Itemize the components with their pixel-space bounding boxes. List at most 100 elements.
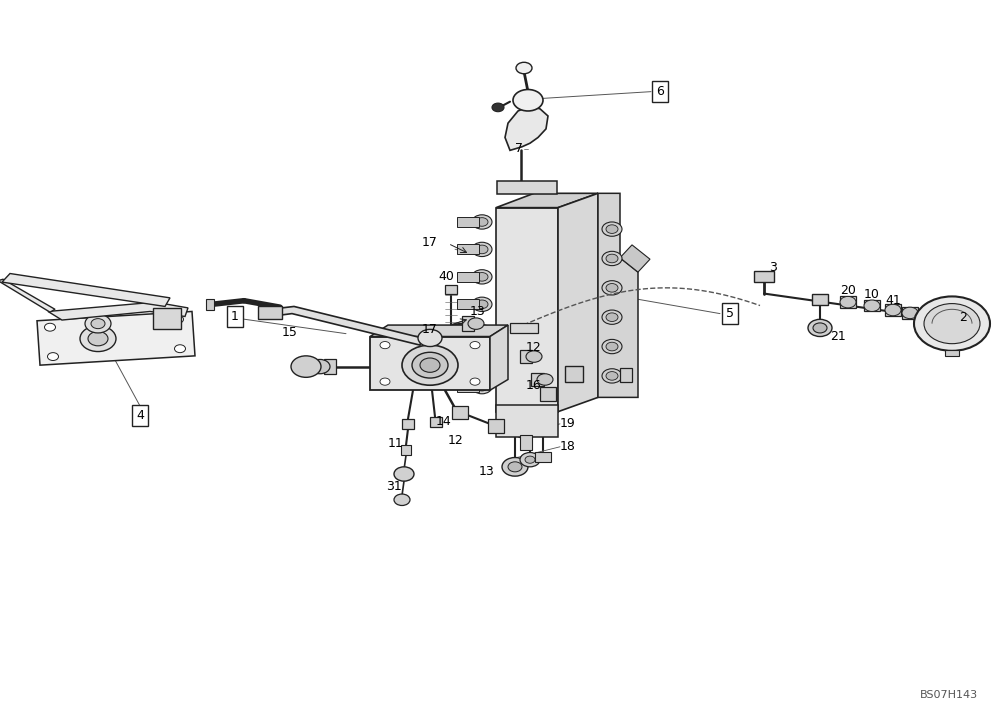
Bar <box>902 307 918 319</box>
Bar <box>488 419 504 433</box>
Circle shape <box>602 369 622 383</box>
Circle shape <box>380 342 390 349</box>
Circle shape <box>606 372 618 380</box>
Circle shape <box>44 324 56 332</box>
Circle shape <box>606 284 618 292</box>
Text: 6: 6 <box>656 85 664 98</box>
Text: 11: 11 <box>388 437 404 450</box>
Text: 3: 3 <box>769 261 777 274</box>
Bar <box>153 308 181 329</box>
Circle shape <box>48 353 58 361</box>
Text: 2: 2 <box>959 311 967 324</box>
Bar <box>462 316 474 331</box>
Bar <box>457 217 479 227</box>
Bar <box>531 373 544 386</box>
Circle shape <box>476 300 488 309</box>
Circle shape <box>840 296 856 308</box>
Circle shape <box>606 254 618 263</box>
Circle shape <box>412 352 448 378</box>
Circle shape <box>525 456 535 463</box>
Text: 4: 4 <box>136 409 144 422</box>
Circle shape <box>91 319 105 329</box>
Polygon shape <box>598 193 638 397</box>
Circle shape <box>394 467 414 481</box>
Circle shape <box>175 345 186 353</box>
Circle shape <box>602 251 622 266</box>
Polygon shape <box>0 279 55 312</box>
Circle shape <box>902 307 918 319</box>
Polygon shape <box>370 325 508 337</box>
Text: 41: 41 <box>885 294 901 307</box>
Circle shape <box>173 315 184 324</box>
Text: 17: 17 <box>422 323 438 336</box>
Circle shape <box>472 379 492 394</box>
Circle shape <box>864 300 880 311</box>
Bar <box>497 181 557 194</box>
Circle shape <box>394 494 410 505</box>
Circle shape <box>420 358 440 372</box>
Text: 13: 13 <box>479 465 495 478</box>
Bar <box>457 299 479 309</box>
Text: BS07H143: BS07H143 <box>920 690 978 700</box>
Polygon shape <box>496 193 598 208</box>
Circle shape <box>472 324 492 339</box>
Bar <box>510 323 538 333</box>
Circle shape <box>602 339 622 354</box>
Text: 12: 12 <box>526 341 542 354</box>
Polygon shape <box>48 302 188 320</box>
Circle shape <box>513 90 543 111</box>
Bar <box>430 417 442 427</box>
Text: 10: 10 <box>864 289 880 301</box>
Circle shape <box>472 352 492 367</box>
Bar <box>520 350 532 363</box>
Bar <box>885 304 901 316</box>
Circle shape <box>80 326 116 352</box>
Circle shape <box>502 458 528 476</box>
Polygon shape <box>558 193 598 412</box>
Bar <box>452 406 468 419</box>
Circle shape <box>380 378 390 385</box>
Bar <box>535 452 551 462</box>
Bar <box>457 382 479 392</box>
Circle shape <box>470 342 480 349</box>
Bar <box>324 359 336 374</box>
Circle shape <box>472 297 492 311</box>
Text: 14: 14 <box>436 415 452 427</box>
Circle shape <box>476 382 488 391</box>
Circle shape <box>468 318 484 329</box>
Bar <box>457 244 479 254</box>
Polygon shape <box>370 337 490 390</box>
Bar <box>945 350 959 356</box>
Circle shape <box>602 281 622 295</box>
Polygon shape <box>496 208 558 412</box>
Circle shape <box>508 462 522 472</box>
Text: 15: 15 <box>282 326 298 339</box>
Bar <box>401 445 411 455</box>
Circle shape <box>310 359 330 374</box>
Bar <box>754 271 774 282</box>
Text: 1: 1 <box>231 310 239 323</box>
Circle shape <box>472 270 492 284</box>
Text: 40: 40 <box>438 270 454 283</box>
Bar <box>206 299 214 310</box>
Bar <box>565 366 583 382</box>
Text: 5: 5 <box>726 307 734 320</box>
Text: 12: 12 <box>448 434 464 447</box>
Text: 7: 7 <box>515 142 523 155</box>
Circle shape <box>402 345 458 385</box>
Circle shape <box>476 245 488 253</box>
Text: 17: 17 <box>422 236 438 248</box>
Text: 20: 20 <box>840 284 856 297</box>
Circle shape <box>808 319 832 337</box>
Circle shape <box>492 103 504 112</box>
Text: 31: 31 <box>386 480 402 493</box>
Circle shape <box>85 314 111 333</box>
Circle shape <box>476 327 488 336</box>
Circle shape <box>472 215 492 229</box>
Circle shape <box>520 453 540 467</box>
Circle shape <box>602 222 622 236</box>
Polygon shape <box>620 245 650 272</box>
Bar <box>864 300 880 311</box>
Circle shape <box>472 242 492 256</box>
Text: 18: 18 <box>560 440 576 453</box>
